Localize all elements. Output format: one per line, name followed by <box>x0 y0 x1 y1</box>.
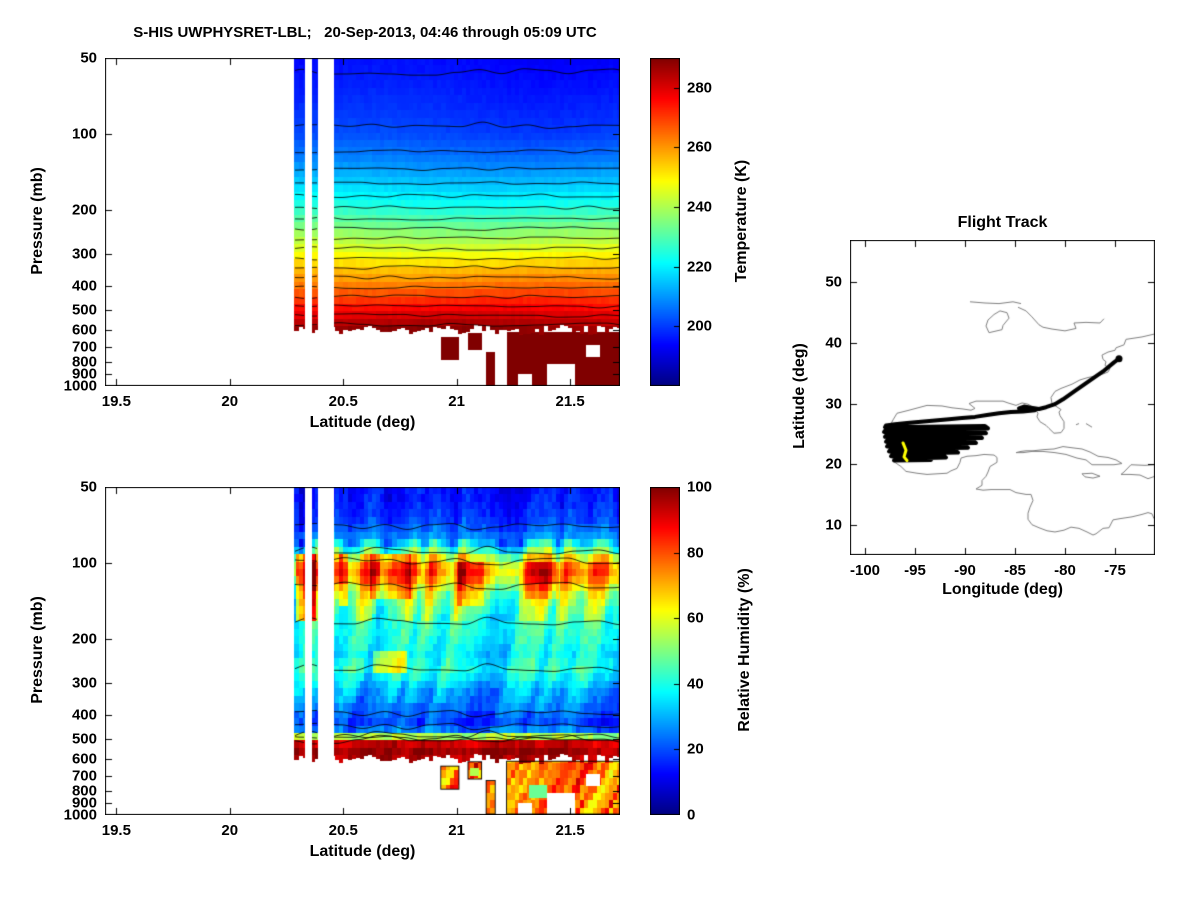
humidity-x-axis-label: Latitude (deg) <box>309 843 416 860</box>
temp-colorbar-tick-label: 280 <box>687 79 713 97</box>
rh-y-tick-label: 400 <box>71 706 97 724</box>
map-x-axis-label: Longitude (deg) <box>942 581 1063 598</box>
temp-y-tick-label: 1000 <box>63 377 97 395</box>
rh-y-tick-label: 300 <box>71 674 97 692</box>
temp-y-tick-label: 900 <box>71 365 97 383</box>
temp-colorbar-tick-label: 200 <box>687 317 713 335</box>
rh-y-tick-label: 200 <box>71 630 97 648</box>
temp-colorbar-tick-label: 240 <box>687 198 713 216</box>
temp-y-tick-label: 800 <box>71 353 97 371</box>
rh-colorbar-tick-label: 20 <box>687 740 704 758</box>
map-x-tick-label: -80 <box>1054 562 1076 579</box>
map-y-tick-label: 20 <box>825 455 842 473</box>
humidity-panel-canvas <box>105 487 620 815</box>
temperature-colorbar-canvas <box>650 58 680 386</box>
temp-x-tick-label: 21.5 <box>555 393 585 410</box>
temperature-panel-canvas <box>105 58 620 386</box>
temp-y-tick-label: 400 <box>71 277 97 295</box>
humidity-colorbar-label: Relative Humidity (%) <box>736 568 753 732</box>
flight-track-title: Flight Track <box>957 214 1048 231</box>
temperature-x-axis-label: Latitude (deg) <box>309 414 416 431</box>
temperature-colorbar-label: Temperature (K) <box>733 159 750 283</box>
temp-x-tick-label: 21 <box>448 393 465 410</box>
temp-y-tick-label: 700 <box>71 338 97 356</box>
temp-y-tick-label: 50 <box>80 49 97 67</box>
rh-y-tick-label: 800 <box>71 782 97 800</box>
temp-colorbar-tick-label: 220 <box>687 258 713 276</box>
rh-y-tick-label: 600 <box>71 750 97 768</box>
temp-y-tick-label: 600 <box>71 321 97 339</box>
map-y-tick-label: 10 <box>825 516 842 534</box>
map-x-tick-label: -85 <box>1004 562 1026 579</box>
rh-colorbar-tick-label: 0 <box>687 806 696 824</box>
rh-x-tick-label: 21.5 <box>555 822 585 839</box>
temperature-y-axis-label: Pressure (mb) <box>29 167 46 275</box>
map-x-tick-label: -75 <box>1104 562 1126 579</box>
temp-y-tick-label: 200 <box>71 201 97 219</box>
map-x-tick-label: -90 <box>954 562 976 579</box>
rh-y-tick-label: 500 <box>71 730 97 748</box>
map-y-tick-label: 40 <box>825 334 842 352</box>
temp-y-tick-label: 300 <box>71 245 97 263</box>
temp-x-tick-label: 20.5 <box>328 393 358 410</box>
temp-x-tick-label: 19.5 <box>101 393 131 410</box>
rh-y-tick-label: 900 <box>71 794 97 812</box>
rh-colorbar-tick-label: 100 <box>687 478 713 496</box>
flight-track-map-canvas <box>850 240 1155 555</box>
rh-y-tick-label: 700 <box>71 767 97 785</box>
temp-x-tick-label: 20 <box>221 393 239 410</box>
rh-x-tick-label: 21 <box>448 822 465 839</box>
rh-y-tick-label: 100 <box>71 554 97 572</box>
map-y-axis-label: Latitude (deg) <box>791 343 808 449</box>
rh-y-tick-label: 50 <box>80 478 97 496</box>
humidity-colorbar-canvas <box>650 487 680 815</box>
rh-colorbar-tick-label: 80 <box>687 544 704 562</box>
map-y-tick-label: 50 <box>825 273 842 291</box>
rh-colorbar-tick-label: 40 <box>687 675 704 693</box>
temp-y-tick-label: 100 <box>71 125 97 143</box>
map-x-tick-label: -100 <box>849 562 881 579</box>
rh-y-tick-label: 1000 <box>63 806 97 824</box>
temp-y-tick-label: 500 <box>71 301 97 319</box>
main-title: S-HIS UWPHYSRET-LBL; 20-Sep-2013, 04:46 … <box>133 24 597 41</box>
map-y-tick-label: 30 <box>825 395 842 413</box>
temp-colorbar-tick-label: 260 <box>687 138 713 156</box>
rh-x-tick-label: 20.5 <box>328 822 358 839</box>
rh-colorbar-tick-label: 60 <box>687 609 704 627</box>
humidity-y-axis-label: Pressure (mb) <box>29 596 46 704</box>
rh-x-tick-label: 19.5 <box>101 822 131 839</box>
map-x-tick-label: -95 <box>904 562 926 579</box>
rh-x-tick-label: 20 <box>221 822 239 839</box>
